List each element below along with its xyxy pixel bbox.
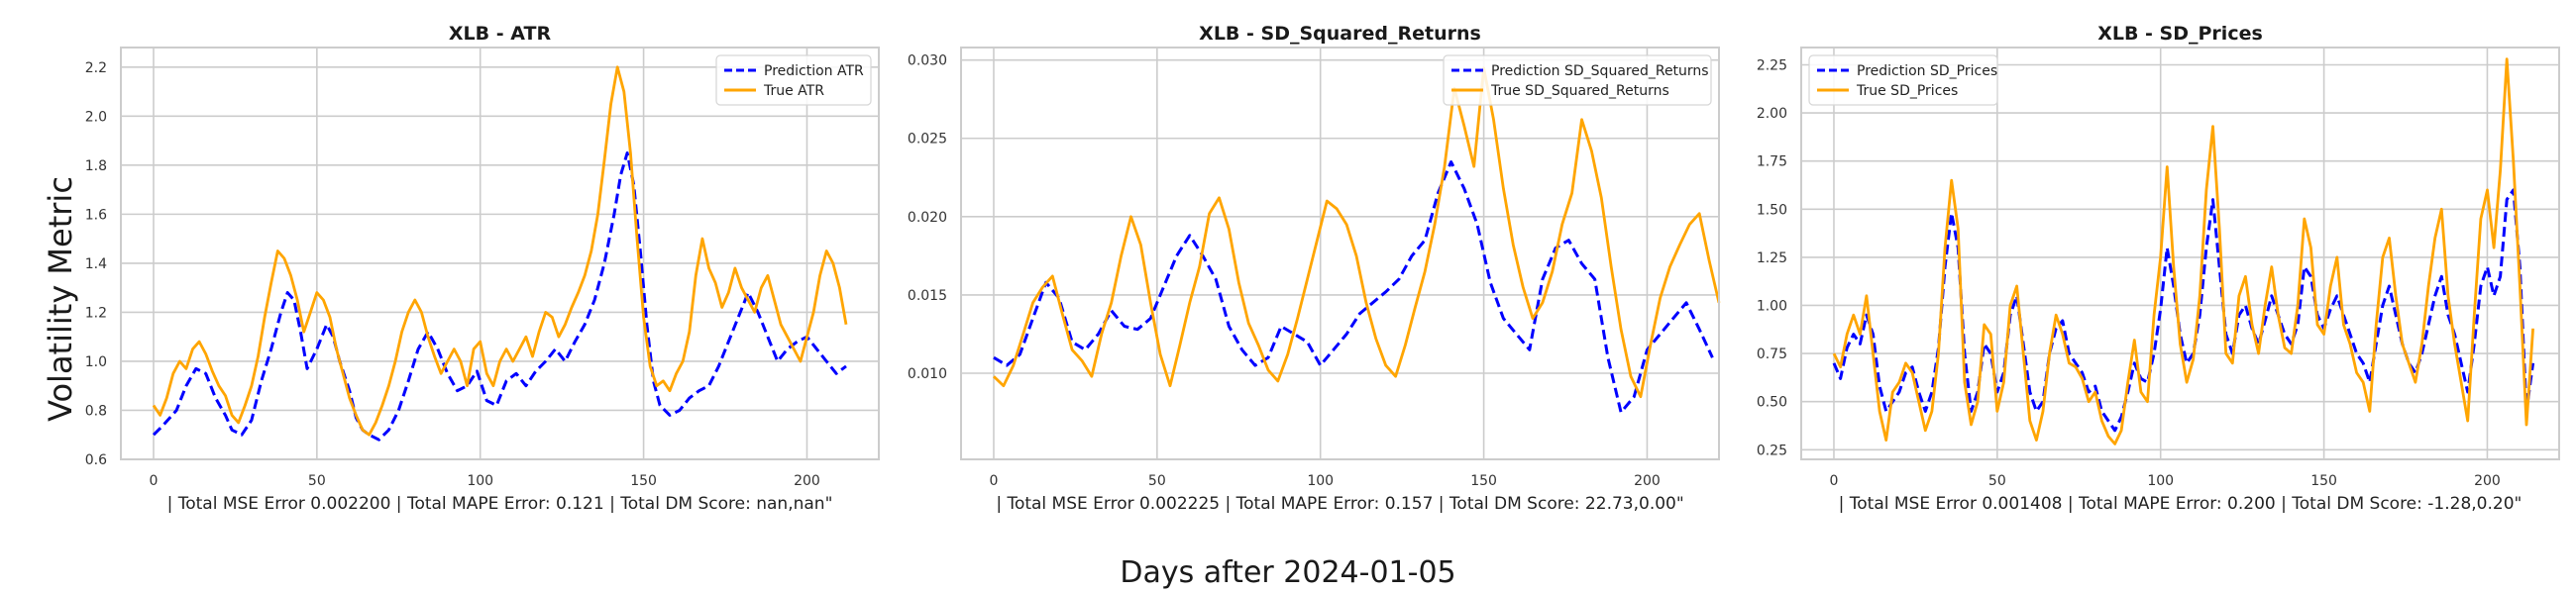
true-series-line	[993, 66, 1721, 399]
y-tick-label: 0.015	[908, 288, 947, 304]
x-tick-label: 100	[1307, 473, 1334, 489]
legend-label: True SD_Prices	[1856, 83, 1958, 99]
x-tick-label: 0	[990, 473, 999, 489]
x-tick-label: 0	[1830, 473, 1839, 489]
x-tick-label: 100	[2147, 473, 2174, 489]
legend-label: Prediction ATR	[764, 63, 864, 79]
legend-label: True ATR	[763, 83, 824, 99]
x-tick-label: 50	[308, 473, 326, 489]
figure-xlabel: Days after 2024-01-05	[1120, 555, 1455, 590]
chart-panel-1: 0 50 100 150 200 0.6 0.8 1.0 1.2 1.4 1.6 1.8 2.0 2.2 X…	[85, 23, 880, 514]
y-tick-label: 1.4	[85, 256, 107, 272]
x-tick-label: 200	[1634, 473, 1661, 489]
chart-caption: | Total MSE Error 0.002200 | Total MAPE …	[167, 494, 833, 514]
y-tick-label: 0.8	[85, 403, 107, 419]
y-tick-label: 1.25	[1757, 250, 1787, 266]
chart-caption: | Total MSE Error 0.001408 | Total MAPE …	[1839, 494, 2522, 514]
y-tick-label: 2.00	[1757, 106, 1787, 122]
chart-panel-2: 0 50 100 150 200 0.010 0.015 0.020 0.025 0.030 XLB…	[908, 23, 1721, 514]
y-tick-label: 1.0	[85, 354, 107, 370]
prediction-series-line	[1832, 188, 2535, 433]
y-tick-label: 1.00	[1757, 298, 1787, 314]
plot-frame	[120, 47, 880, 460]
y-tick-label: 1.6	[85, 207, 107, 223]
x-tick-label: 200	[2474, 473, 2501, 489]
y-tick-label: 0.030	[908, 53, 947, 69]
y-tick-label: 2.2	[85, 60, 107, 76]
true-series-line	[152, 65, 848, 437]
plot-frame	[960, 47, 1720, 460]
y-tick-label: 0.25	[1757, 443, 1787, 458]
x-tick-label: 200	[794, 473, 820, 489]
y-tick-label: 0.75	[1757, 346, 1787, 362]
x-tick-label: 50	[1148, 473, 1166, 489]
figure-ylabel: Volatility Metric	[42, 176, 79, 422]
prediction-series-line	[993, 160, 1714, 414]
y-tick-label: 1.2	[85, 305, 107, 321]
x-tick-label: 150	[1470, 473, 1497, 489]
chart-title: XLB - SD_Squared_Returns	[1199, 23, 1481, 45]
y-tick-label: 1.8	[85, 158, 107, 174]
y-tick-label: 1.75	[1757, 154, 1787, 170]
x-tick-label: 0	[150, 473, 159, 489]
charts: 0 50 100 150 200 0.6 0.8 1.0 1.2 1.4 1.6 1.8 2.0 2.2 X…	[85, 23, 2560, 514]
y-tick-label: 2.25	[1757, 57, 1787, 73]
x-tick-label: 100	[467, 473, 493, 489]
chart-caption: | Total MSE Error 0.002225 | Total MAPE …	[996, 494, 1683, 514]
plot-area	[961, 48, 1719, 459]
plot-frame	[1800, 47, 2560, 460]
y-tick-label: 2.0	[85, 109, 107, 125]
y-tick-label: 0.50	[1757, 395, 1787, 411]
x-tick-label: 50	[1988, 473, 2006, 489]
y-tick-label: 0.6	[85, 452, 107, 468]
chart-panel-3: 0 50 100 150 200 0.25 0.50 0.75 1.00 1.25 1.50 1.75…	[1757, 23, 2560, 514]
chart-title: XLB - ATR	[449, 23, 552, 45]
legend-box	[1443, 54, 1712, 106]
x-tick-label: 150	[630, 473, 657, 489]
y-tick-label: 0.020	[908, 210, 947, 226]
legend-box	[715, 54, 872, 106]
x-tick-label: 150	[2310, 473, 2337, 489]
legend-box	[1808, 54, 1998, 106]
legend-label: Prediction SD_Squared_Returns	[1491, 63, 1709, 79]
legend-label: True SD_Squared_Returns	[1490, 83, 1669, 99]
y-tick-label: 0.010	[908, 366, 947, 382]
true-series-line	[1832, 57, 2534, 446]
prediction-series-line	[152, 151, 847, 442]
legend-label: Prediction SD_Prices	[1857, 63, 1997, 79]
y-tick-label: 0.025	[908, 132, 947, 148]
y-tick-label: 1.50	[1757, 202, 1787, 218]
chart-title: XLB - SD_Prices	[2097, 23, 2263, 45]
